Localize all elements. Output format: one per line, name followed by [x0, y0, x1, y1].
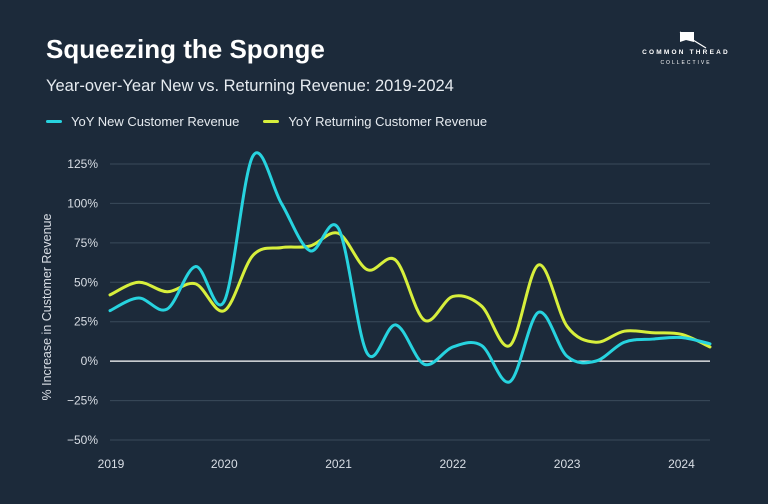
y-tick-label: 100% — [67, 196, 98, 210]
y-tick-label: −50% — [67, 433, 98, 447]
flag-icon — [679, 31, 707, 49]
y-tick-label: 0% — [81, 354, 99, 368]
chart-title: Squeezing the Sponge — [46, 34, 325, 64]
legend-swatch-new — [46, 120, 62, 123]
x-tick-label: 2020 — [211, 457, 238, 471]
legend: YoY New Customer Revenue YoY Returning C… — [46, 114, 511, 129]
x-tick-label: 2023 — [554, 457, 581, 471]
x-tick-label: 2022 — [440, 457, 467, 471]
series-line-returning — [108, 231, 712, 349]
legend-label-returning: YoY Returning Customer Revenue — [288, 114, 488, 129]
legend-item-returning: YoY Returning Customer Revenue — [263, 114, 487, 129]
brand-logo: COMMON THREAD COLLECTIVE — [636, 30, 736, 78]
y-tick-label: 125% — [67, 157, 98, 171]
x-tick-label: 2021 — [325, 457, 352, 471]
y-tick-label: 50% — [74, 275, 98, 289]
logo-text-line1: COMMON THREAD — [642, 49, 730, 56]
series-line-new — [108, 151, 712, 384]
x-tick-label: 2024 — [668, 457, 695, 471]
legend-item-new: YoY New Customer Revenue — [46, 114, 239, 129]
chart-subtitle: Year-over-Year New vs. Returning Revenue… — [46, 77, 454, 95]
logo-text-line2: COLLECTIVE — [660, 60, 712, 66]
y-tick-label: 75% — [74, 236, 98, 250]
y-tick-label: 25% — [74, 315, 98, 329]
legend-swatch-returning — [263, 120, 280, 123]
x-tick-label: 2019 — [98, 457, 125, 471]
legend-label-new: YoY New Customer Revenue — [71, 114, 240, 129]
y-axis-label: % Increase in Customer Revenue — [40, 214, 54, 401]
y-tick-label: −25% — [67, 394, 98, 408]
